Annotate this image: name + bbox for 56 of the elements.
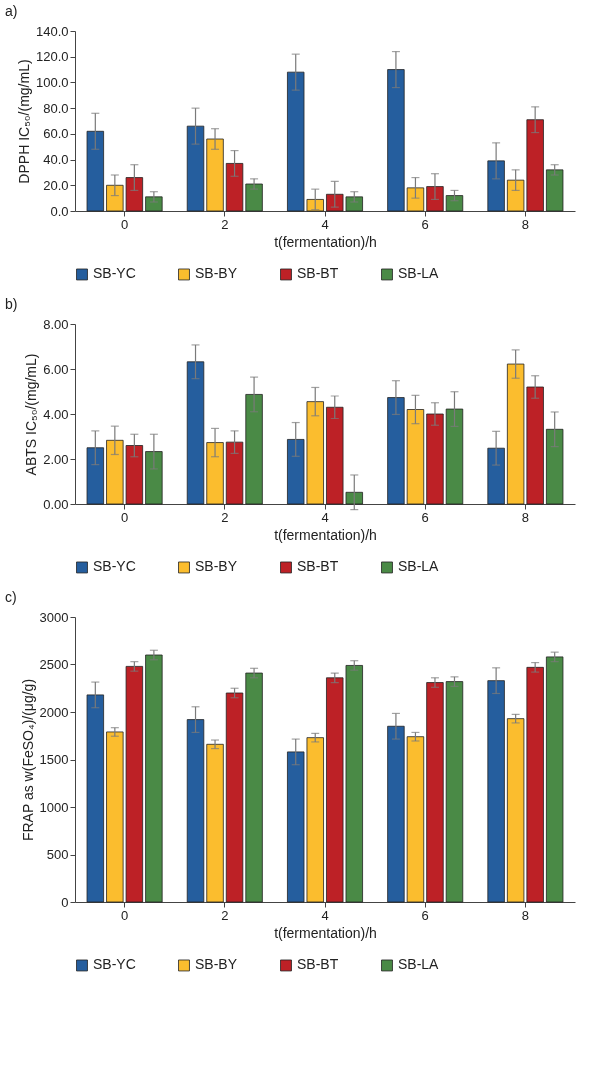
y-tick-label: 6.00: [43, 361, 69, 377]
legend-label: SB-YC: [93, 558, 136, 575]
chart-title: a): [5, 3, 18, 19]
x-tick-label: 8: [521, 509, 530, 525]
legend-label: SB-BY: [195, 956, 238, 973]
y-tick-label: 1500: [39, 752, 69, 767]
y-tick-label: 0: [61, 894, 69, 910]
y-tick-label: 2.00: [43, 451, 69, 467]
legend-label: SB-BY: [195, 265, 238, 282]
y-tick-label: 1000: [39, 799, 69, 815]
legend-label: SB-LA: [398, 558, 440, 575]
y-tick-label: 3000: [39, 609, 69, 625]
y-tick-label: 20.0: [43, 177, 69, 193]
y-tick-label: 140.0: [35, 23, 69, 39]
y-tick-label: 0.00: [43, 496, 69, 512]
legend-label: SB-BY: [195, 558, 238, 575]
y-axis-title: FRAP as w(FeSO₄)/(μg/g): [19, 678, 36, 842]
y-tick-label: 500: [46, 847, 69, 862]
x-tick-label: 2: [221, 907, 229, 923]
x-tick-label: 4: [321, 907, 329, 923]
x-axis-title: t(fermentation)/h: [274, 924, 377, 941]
x-tick-label: 2: [221, 216, 229, 232]
chart-title: b): [5, 296, 18, 312]
x-tick-label: 0: [120, 216, 129, 232]
y-tick-label: 100.0: [35, 74, 69, 90]
y-tick-label: 0.0: [50, 203, 69, 219]
y-axis-title: ABTS IC₅₀/(mg/mL): [23, 353, 40, 476]
y-tick-label: 60.0: [43, 126, 69, 142]
legend-label: SB-YC: [93, 956, 136, 973]
legend-label: SB-LA: [398, 956, 440, 973]
x-tick-label: 6: [421, 216, 429, 232]
x-tick-label: 6: [421, 509, 429, 525]
legend-label: SB-BT: [297, 956, 339, 973]
y-axis-title: DPPH IC₅₀/(mg/mL): [15, 59, 32, 184]
y-tick-label: 40.0: [43, 152, 69, 168]
y-tick-label: 120.0: [35, 49, 69, 65]
legend-label: SB-BT: [297, 265, 339, 282]
x-tick-label: 4: [321, 509, 329, 525]
x-tick-label: 8: [521, 216, 530, 232]
x-axis-title: t(fermentation)/h: [274, 526, 377, 543]
y-tick-label: 80.0: [43, 100, 69, 116]
x-tick-label: 4: [321, 216, 329, 232]
x-tick-label: 0: [120, 907, 129, 923]
x-tick-label: 8: [521, 907, 530, 923]
x-tick-label: 6: [421, 907, 429, 923]
x-axis-title: t(fermentation)/h: [274, 233, 377, 250]
y-tick-label: 2500: [39, 657, 69, 672]
x-tick-label: 0: [120, 509, 129, 525]
y-tick-label: 8.00: [43, 316, 69, 332]
x-tick-label: 2: [221, 509, 229, 525]
legend-label: SB-YC: [93, 265, 136, 282]
y-tick-label: 4.00: [43, 406, 69, 422]
legend-label: SB-BT: [297, 558, 339, 575]
chart-title: c): [5, 589, 17, 605]
y-tick-label: 2000: [39, 704, 69, 720]
legend-label: SB-LA: [398, 265, 440, 282]
